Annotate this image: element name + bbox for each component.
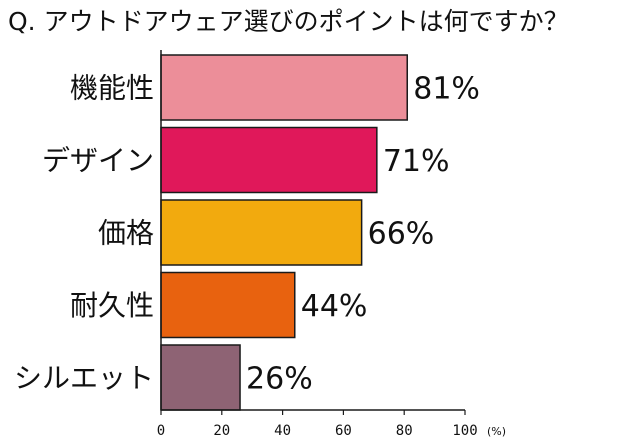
bar-2 [160,126,378,194]
x-tick-label-0: 0 [157,423,165,439]
category-label-4: 耐久性 [70,289,154,322]
category-label-2: デザイン [42,144,154,177]
value-label-5: 26% [246,362,313,397]
bar-4 [160,271,296,339]
labels-layer: 機能性 81% デザイン 71% 価格 66% 耐久性 44% シルエット 26% [14,72,480,397]
bars-layer [160,54,408,411]
category-label-5: シルエット [14,362,154,395]
value-label-2: 71% [383,144,450,179]
bar-1 [160,54,408,121]
bar-5 [160,344,241,411]
x-axis: 0 20 40 60 80 100 (%) [157,50,506,439]
category-label-3: 価格 [98,217,154,250]
category-label-1: 機能性 [70,72,154,105]
x-tick-label-40: 40 [274,423,291,439]
x-tick-label-60: 60 [335,423,352,439]
value-label-3: 66% [368,217,435,252]
x-tick-label-80: 80 [396,423,413,439]
bar-3 [160,199,363,266]
x-unit-label: (%) [487,425,506,438]
x-tick-label-20: 20 [213,423,230,439]
chart-title: Q. アウトドアウェア選びのポイントは何ですか？ [8,7,569,36]
x-tick-label-100: 100 [452,423,477,439]
value-label-4: 44% [301,289,368,324]
value-label-1: 81% [413,72,480,107]
